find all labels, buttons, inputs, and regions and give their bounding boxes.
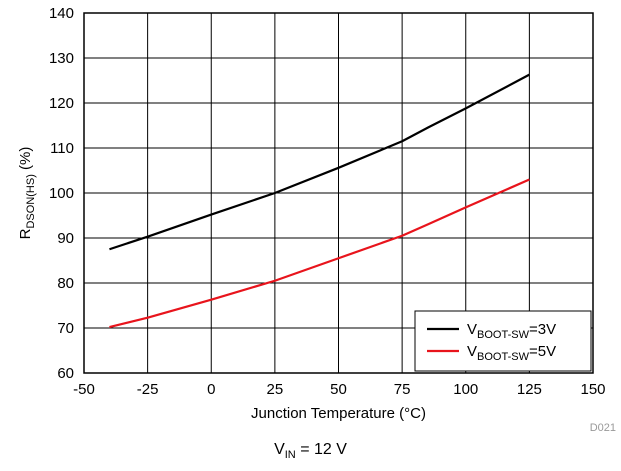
series-line [109,73,530,251]
y-tick-label: 120 [49,95,74,112]
y-axis-label-main: R [17,228,34,239]
legend-box [414,310,592,372]
plot-frame [83,12,594,374]
y-tick-label: 140 [49,5,74,22]
legend-label-tail: =3V [529,321,556,338]
x-tick-label: 0 [207,381,215,398]
legend-label-tail: =5V [529,343,556,360]
y-tick-label: 110 [50,140,74,157]
x-tick-label: -50 [73,381,95,398]
x-tick-label: -25 [137,381,159,398]
figure-id: D021 [590,422,616,434]
caption-main: V [274,441,285,458]
y-tick-label: 60 [57,365,74,382]
y-tick-label: 70 [57,320,74,337]
x-tick-label: 150 [580,381,605,398]
series-line [109,178,530,329]
x-axis-label: Junction Temperature (°C) [251,405,426,422]
y-axis-label-unit: (%) [17,147,34,175]
caption-sub: IN [284,449,296,462]
series-lines [109,73,530,329]
x-tick-label: 125 [517,381,542,398]
x-tick-label: 100 [453,381,478,398]
x-tick-label: 25 [267,381,284,398]
chart: -50 -25 0 25 50 75 100 125 150 60 70 80 90 100 110 120 1… [17,5,616,434]
y-axis-label-sub: DSON(HS) [25,174,37,228]
legend-label-main: V [467,321,477,338]
y-tick-label: 130 [49,50,74,67]
y-tick-label: 100 [49,185,74,202]
y-tick-label: 80 [57,275,74,292]
y-tick-label: 90 [57,230,74,247]
legend-label-sub: BOOT-SW [477,351,530,363]
caption-tail: = 12 V [295,441,347,458]
legend-label: VBOOT-SW=3V [467,321,556,341]
x-tick-label: 50 [330,381,347,398]
tick-labels: -50 -25 0 25 50 75 100 125 150 60 70 80 90 100 110 120 1… [49,5,606,398]
legend-label-main: V [467,343,477,360]
y-axis-label: RDSON(HS) (%) [17,147,37,240]
legend-label-sub: BOOT-SW [477,329,530,341]
x-tick-label: 75 [394,381,411,398]
legend-label: VBOOT-SW=5V [467,343,556,363]
condition-caption: VIN = 12 V [0,441,621,461]
